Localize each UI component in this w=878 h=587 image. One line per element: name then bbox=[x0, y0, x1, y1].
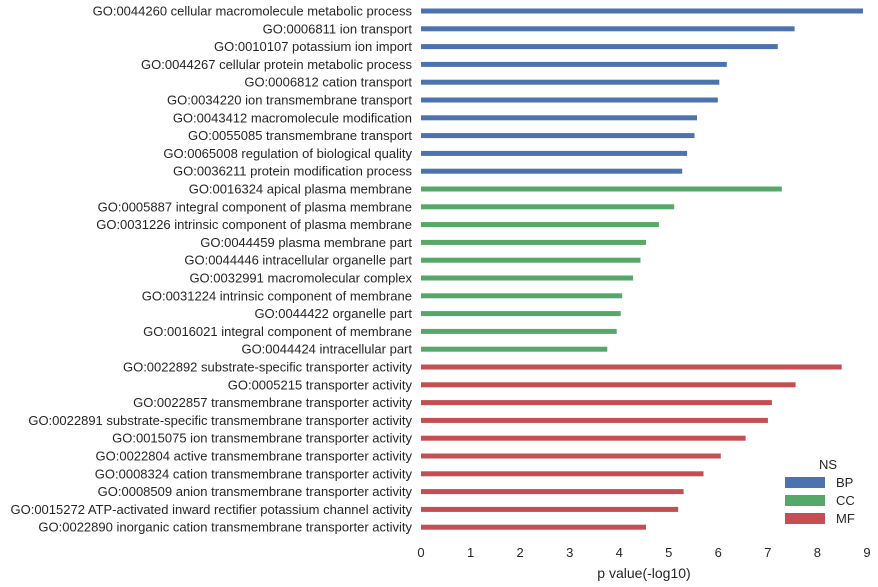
bar bbox=[421, 133, 695, 139]
bar bbox=[421, 346, 608, 352]
bar bbox=[421, 275, 634, 281]
category-label: GO:0015272 ATP-activated inward rectifie… bbox=[10, 502, 412, 517]
legend: NS BP CC MF bbox=[785, 457, 855, 526]
bar bbox=[421, 115, 697, 121]
category-label: GO:0032991 macromolecular complex bbox=[189, 271, 412, 286]
bar bbox=[421, 524, 646, 530]
category-label: GO:0006812 cation transport bbox=[244, 75, 412, 90]
x-tick-label: 4 bbox=[616, 545, 623, 560]
bar bbox=[421, 61, 727, 67]
category-label: GO:0022890 inorganic cation transmembran… bbox=[38, 520, 412, 535]
category-label: GO:0031226 intrinsic component of plasma… bbox=[96, 217, 412, 232]
bar bbox=[421, 222, 659, 228]
bar bbox=[421, 489, 684, 495]
category-label: GO:0055085 transmembrane transport bbox=[188, 128, 412, 143]
legend-swatch bbox=[785, 495, 825, 506]
category-label: GO:0022892 substrate-specific transporte… bbox=[123, 360, 413, 375]
category-label: GO:0008509 anion transmembrane transport… bbox=[98, 484, 413, 499]
category-label: GO:0044422 organelle part bbox=[254, 306, 412, 321]
bar bbox=[421, 8, 863, 14]
legend-label: BP bbox=[836, 475, 853, 490]
category-label: GO:0044260 cellular macromolecule metabo… bbox=[93, 4, 413, 19]
x-axis: 0 1 2 3 4 5 6 7 8 9 bbox=[417, 545, 870, 560]
bar bbox=[421, 311, 621, 317]
bar bbox=[421, 453, 721, 459]
bar bbox=[421, 382, 796, 388]
legend-title: NS bbox=[819, 457, 837, 472]
bar bbox=[421, 257, 641, 263]
bar bbox=[421, 168, 683, 174]
bar bbox=[421, 471, 704, 477]
x-tick-label: 3 bbox=[566, 545, 573, 560]
bar bbox=[421, 26, 795, 32]
category-label: GO:0015075 ion transmembrane transporter… bbox=[112, 431, 412, 446]
category-label: GO:0006811 ion transport bbox=[263, 21, 413, 36]
bar bbox=[421, 79, 720, 85]
category-label: GO:0044424 intracellular part bbox=[241, 342, 412, 357]
bar bbox=[421, 150, 688, 156]
bar bbox=[421, 400, 772, 406]
category-label: GO:0034220 ion transmembrane transport bbox=[167, 93, 412, 108]
category-label: GO:0016324 apical plasma membrane bbox=[189, 182, 412, 197]
x-tick-label: 5 bbox=[665, 545, 672, 560]
category-label: GO:0044267 cellular protein metabolic pr… bbox=[141, 57, 412, 72]
bar bbox=[421, 364, 842, 370]
x-tick-label: 2 bbox=[516, 545, 523, 560]
category-label: GO:0036211 protein modification process bbox=[173, 164, 412, 179]
bar bbox=[421, 417, 768, 423]
legend-swatch bbox=[785, 513, 825, 524]
bar bbox=[421, 506, 679, 512]
bar bbox=[421, 293, 623, 299]
category-label: GO:0008324 cation transmembrane transpor… bbox=[95, 466, 413, 481]
bar bbox=[421, 186, 782, 192]
category-label: GO:0044459 plasma membrane part bbox=[200, 235, 412, 250]
x-tick-label: 6 bbox=[715, 545, 722, 560]
bar bbox=[421, 97, 718, 103]
x-axis-title: p value(-log10) bbox=[597, 565, 690, 581]
category-label: GO:0005215 transporter activity bbox=[228, 377, 413, 392]
legend-label: CC bbox=[836, 493, 855, 508]
category-label: GO:0016021 integral component of membran… bbox=[143, 324, 412, 339]
category-label: GO:0044446 intracellular organelle part bbox=[184, 253, 412, 268]
bar bbox=[421, 204, 675, 210]
x-tick-label: 1 bbox=[467, 545, 474, 560]
category-label: GO:0043412 macromolecule modification bbox=[173, 110, 412, 125]
legend-swatch bbox=[785, 477, 825, 488]
category-label: GO:0022857 transmembrane transporter act… bbox=[133, 395, 412, 410]
bar bbox=[421, 328, 617, 334]
category-label: GO:0022891 substrate-specific transmembr… bbox=[28, 413, 412, 428]
category-labels: GO:0044260 cellular macromolecule metabo… bbox=[10, 4, 412, 535]
x-tick-label: 7 bbox=[764, 545, 771, 560]
category-label: GO:0031224 intrinsic component of membra… bbox=[142, 288, 412, 303]
x-tick-label: 0 bbox=[417, 545, 424, 560]
category-label: GO:0022804 active transmembrane transpor… bbox=[96, 449, 413, 464]
legend-entries: BP CC MF bbox=[785, 475, 855, 526]
category-label: GO:0005887 integral component of plasma … bbox=[98, 199, 412, 214]
legend-label: MF bbox=[836, 511, 855, 526]
category-label: GO:0010107 potassium ion import bbox=[214, 39, 412, 54]
bar bbox=[421, 435, 746, 441]
x-tick-label: 9 bbox=[863, 545, 870, 560]
x-tick-label: 8 bbox=[814, 545, 821, 560]
bars-layer bbox=[421, 8, 863, 530]
bar bbox=[421, 44, 778, 50]
category-label: GO:0065008 regulation of biological qual… bbox=[163, 146, 412, 161]
bar bbox=[421, 239, 646, 245]
